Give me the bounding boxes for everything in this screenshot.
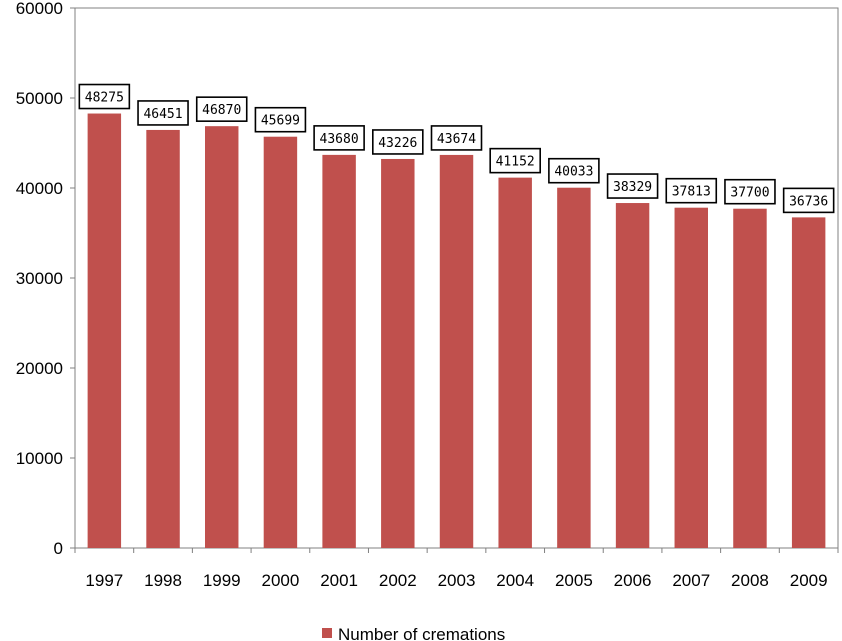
legend-label: Number of cremations bbox=[338, 625, 505, 641]
bar bbox=[146, 129, 180, 549]
y-tick-label: 60000 bbox=[16, 0, 63, 18]
data-label: 43226 bbox=[378, 136, 417, 151]
data-label-box bbox=[724, 178, 776, 205]
x-tick-label: 2001 bbox=[320, 571, 358, 590]
data-label: 37700 bbox=[730, 186, 769, 201]
bar bbox=[674, 207, 708, 549]
data-label-box bbox=[489, 147, 541, 174]
x-tick-label: 2005 bbox=[555, 571, 593, 590]
bar bbox=[381, 158, 415, 548]
y-tick-label: 20000 bbox=[16, 359, 63, 378]
data-label-box bbox=[78, 83, 131, 110]
bar bbox=[498, 177, 532, 548]
bars bbox=[87, 113, 826, 549]
bar bbox=[439, 154, 474, 548]
x-tick-label: 1999 bbox=[203, 571, 241, 590]
data-label: 40033 bbox=[554, 165, 593, 180]
data-label: 43680 bbox=[320, 132, 359, 147]
data-label: 48275 bbox=[85, 91, 124, 106]
bar bbox=[87, 113, 122, 549]
data-label-box bbox=[195, 96, 248, 122]
data-label: 41152 bbox=[496, 155, 535, 170]
data-label-box bbox=[372, 129, 424, 155]
y-tick-label: 50000 bbox=[16, 89, 63, 108]
x-tick-label: 2008 bbox=[731, 571, 769, 590]
x-tick-label: 1997 bbox=[85, 571, 123, 590]
x-tick-label: 2007 bbox=[672, 571, 710, 590]
x-axis: 1997 1998 1999 2000 2001 2002 2003 2004 2005 2006… bbox=[74, 548, 839, 590]
x-tick-label: 2000 bbox=[262, 571, 300, 590]
data-label-box bbox=[254, 106, 307, 133]
data-label-box bbox=[313, 125, 365, 151]
y-tick-label: 30000 bbox=[16, 269, 63, 288]
x-tick-label: 2003 bbox=[438, 571, 476, 590]
bar bbox=[263, 136, 298, 549]
data-label-box bbox=[430, 125, 483, 151]
data-label-box bbox=[606, 173, 659, 199]
x-tick-label: 1998 bbox=[144, 571, 182, 590]
data-label: 46870 bbox=[202, 103, 241, 118]
y-axis: 0 10000 20000 30000 40000 50000 60000 bbox=[16, 0, 75, 558]
data-label-box bbox=[782, 187, 835, 214]
bar bbox=[615, 203, 650, 548]
bar bbox=[322, 154, 356, 548]
bar bbox=[733, 208, 767, 548]
data-label-box bbox=[548, 157, 600, 184]
data-label: 45699 bbox=[261, 114, 300, 129]
y-tick-label: 10000 bbox=[16, 449, 63, 468]
x-tick-label: 2009 bbox=[790, 571, 828, 590]
legend-swatch bbox=[322, 628, 332, 638]
data-label: 43674 bbox=[437, 132, 476, 147]
data-label-box bbox=[137, 100, 189, 126]
x-tick-label: 2006 bbox=[614, 571, 652, 590]
y-tick-label: 40000 bbox=[16, 179, 63, 198]
bar bbox=[205, 126, 239, 549]
x-tick-label: 2004 bbox=[496, 571, 534, 590]
data-label: 36736 bbox=[789, 194, 828, 209]
bar bbox=[557, 187, 591, 548]
x-tick-label: 2002 bbox=[379, 571, 417, 590]
data-label-box bbox=[665, 177, 718, 204]
data-label: 38329 bbox=[613, 180, 652, 195]
data-label: 37813 bbox=[672, 185, 711, 200]
bar bbox=[791, 217, 826, 548]
y-tick-label: 0 bbox=[54, 539, 63, 558]
data-label: 46451 bbox=[143, 107, 182, 122]
data-labels: 48275 46451 46870 45699 43680 43226 43674 41152… bbox=[78, 83, 835, 214]
legend: Number of cremations bbox=[322, 625, 505, 641]
